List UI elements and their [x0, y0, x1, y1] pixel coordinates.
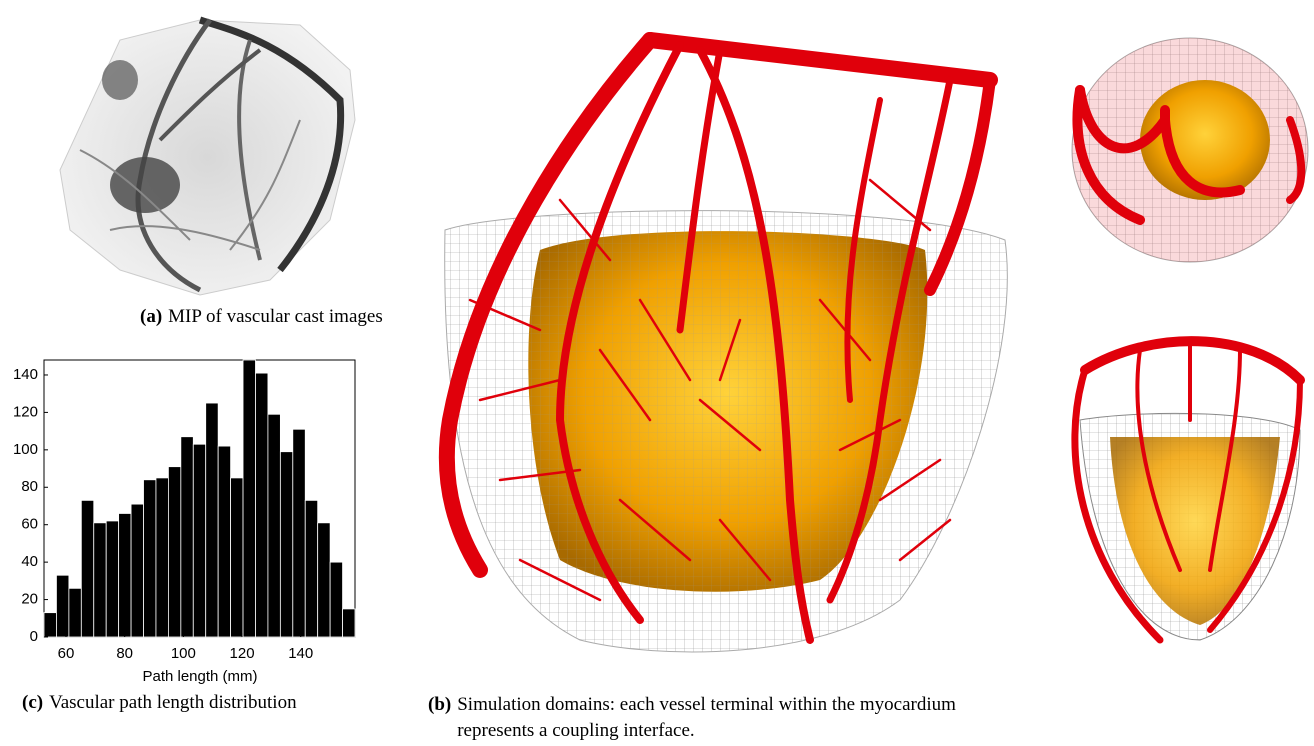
x-tick-label: 80	[116, 645, 133, 662]
bar	[280, 452, 292, 637]
bar	[94, 523, 106, 637]
x-tick-label: 140	[288, 645, 313, 662]
bar	[181, 437, 193, 637]
y-tick-label: 80	[21, 478, 38, 495]
heart-main	[445, 40, 1008, 652]
bar	[144, 480, 156, 637]
bar	[131, 504, 143, 637]
x-tick-label: 120	[230, 645, 255, 662]
y-tick-label: 60	[21, 516, 38, 533]
caption-text: MIP of vascular cast images	[168, 306, 383, 328]
y-tick-label: 140	[13, 366, 38, 383]
bar	[106, 521, 118, 637]
bar	[119, 513, 131, 637]
mip-image	[60, 20, 355, 295]
bar	[56, 575, 68, 637]
bar	[231, 478, 243, 637]
x-tick-label: 100	[171, 645, 196, 662]
caption-label: (b)	[428, 692, 451, 744]
bar	[305, 500, 317, 637]
caption-a: (a) MIP of vascular cast images	[140, 306, 383, 328]
caption-label: (c)	[22, 692, 43, 714]
bar	[255, 373, 267, 637]
y-tick-label: 20	[21, 591, 38, 608]
page: Vascular figure {"captions": { "a": {"la…	[0, 0, 1314, 746]
figure: Path length (mm) 0 20 40 60 80 100 120 140 60 80 1…	[0, 0, 1314, 746]
caption-c: (c) Vascular path length distribution	[22, 692, 297, 714]
caption-label: (a)	[140, 306, 162, 328]
caption-b: (b) Simulation domains: each vessel termi…	[428, 692, 1008, 744]
y-tick-label: 40	[21, 553, 38, 570]
bar	[44, 613, 56, 637]
x-tick-label: 60	[58, 645, 75, 662]
bar	[243, 360, 255, 637]
y-tick-label: 100	[13, 441, 38, 458]
bar	[69, 588, 81, 637]
bar	[343, 609, 355, 637]
bar	[218, 446, 230, 637]
bar	[206, 403, 218, 637]
bar	[156, 478, 168, 637]
y-tick-label: 120	[13, 403, 38, 420]
heart-top-view	[1072, 38, 1308, 262]
bar	[168, 467, 180, 637]
y-tick-label: 0	[30, 628, 38, 645]
figure-art: Path length (mm) 0 20 40 60 80 100 120 140 60 80 1…	[0, 0, 1314, 746]
bar	[268, 414, 280, 637]
caption-text: Vascular path length distribution	[49, 692, 296, 714]
bar	[293, 429, 305, 637]
bar	[81, 500, 93, 637]
caption-text: Simulation domains: each vessel terminal…	[457, 692, 1008, 744]
x-axis-label: Path length (mm)	[142, 668, 257, 685]
bar	[318, 523, 330, 637]
heart-side-view	[1075, 341, 1300, 640]
bar	[193, 444, 205, 637]
bar	[330, 562, 342, 637]
